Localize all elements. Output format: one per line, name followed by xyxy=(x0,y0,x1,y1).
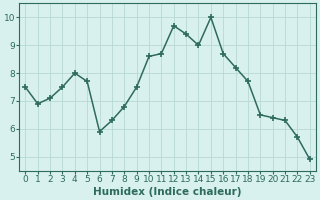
X-axis label: Humidex (Indice chaleur): Humidex (Indice chaleur) xyxy=(93,187,242,197)
